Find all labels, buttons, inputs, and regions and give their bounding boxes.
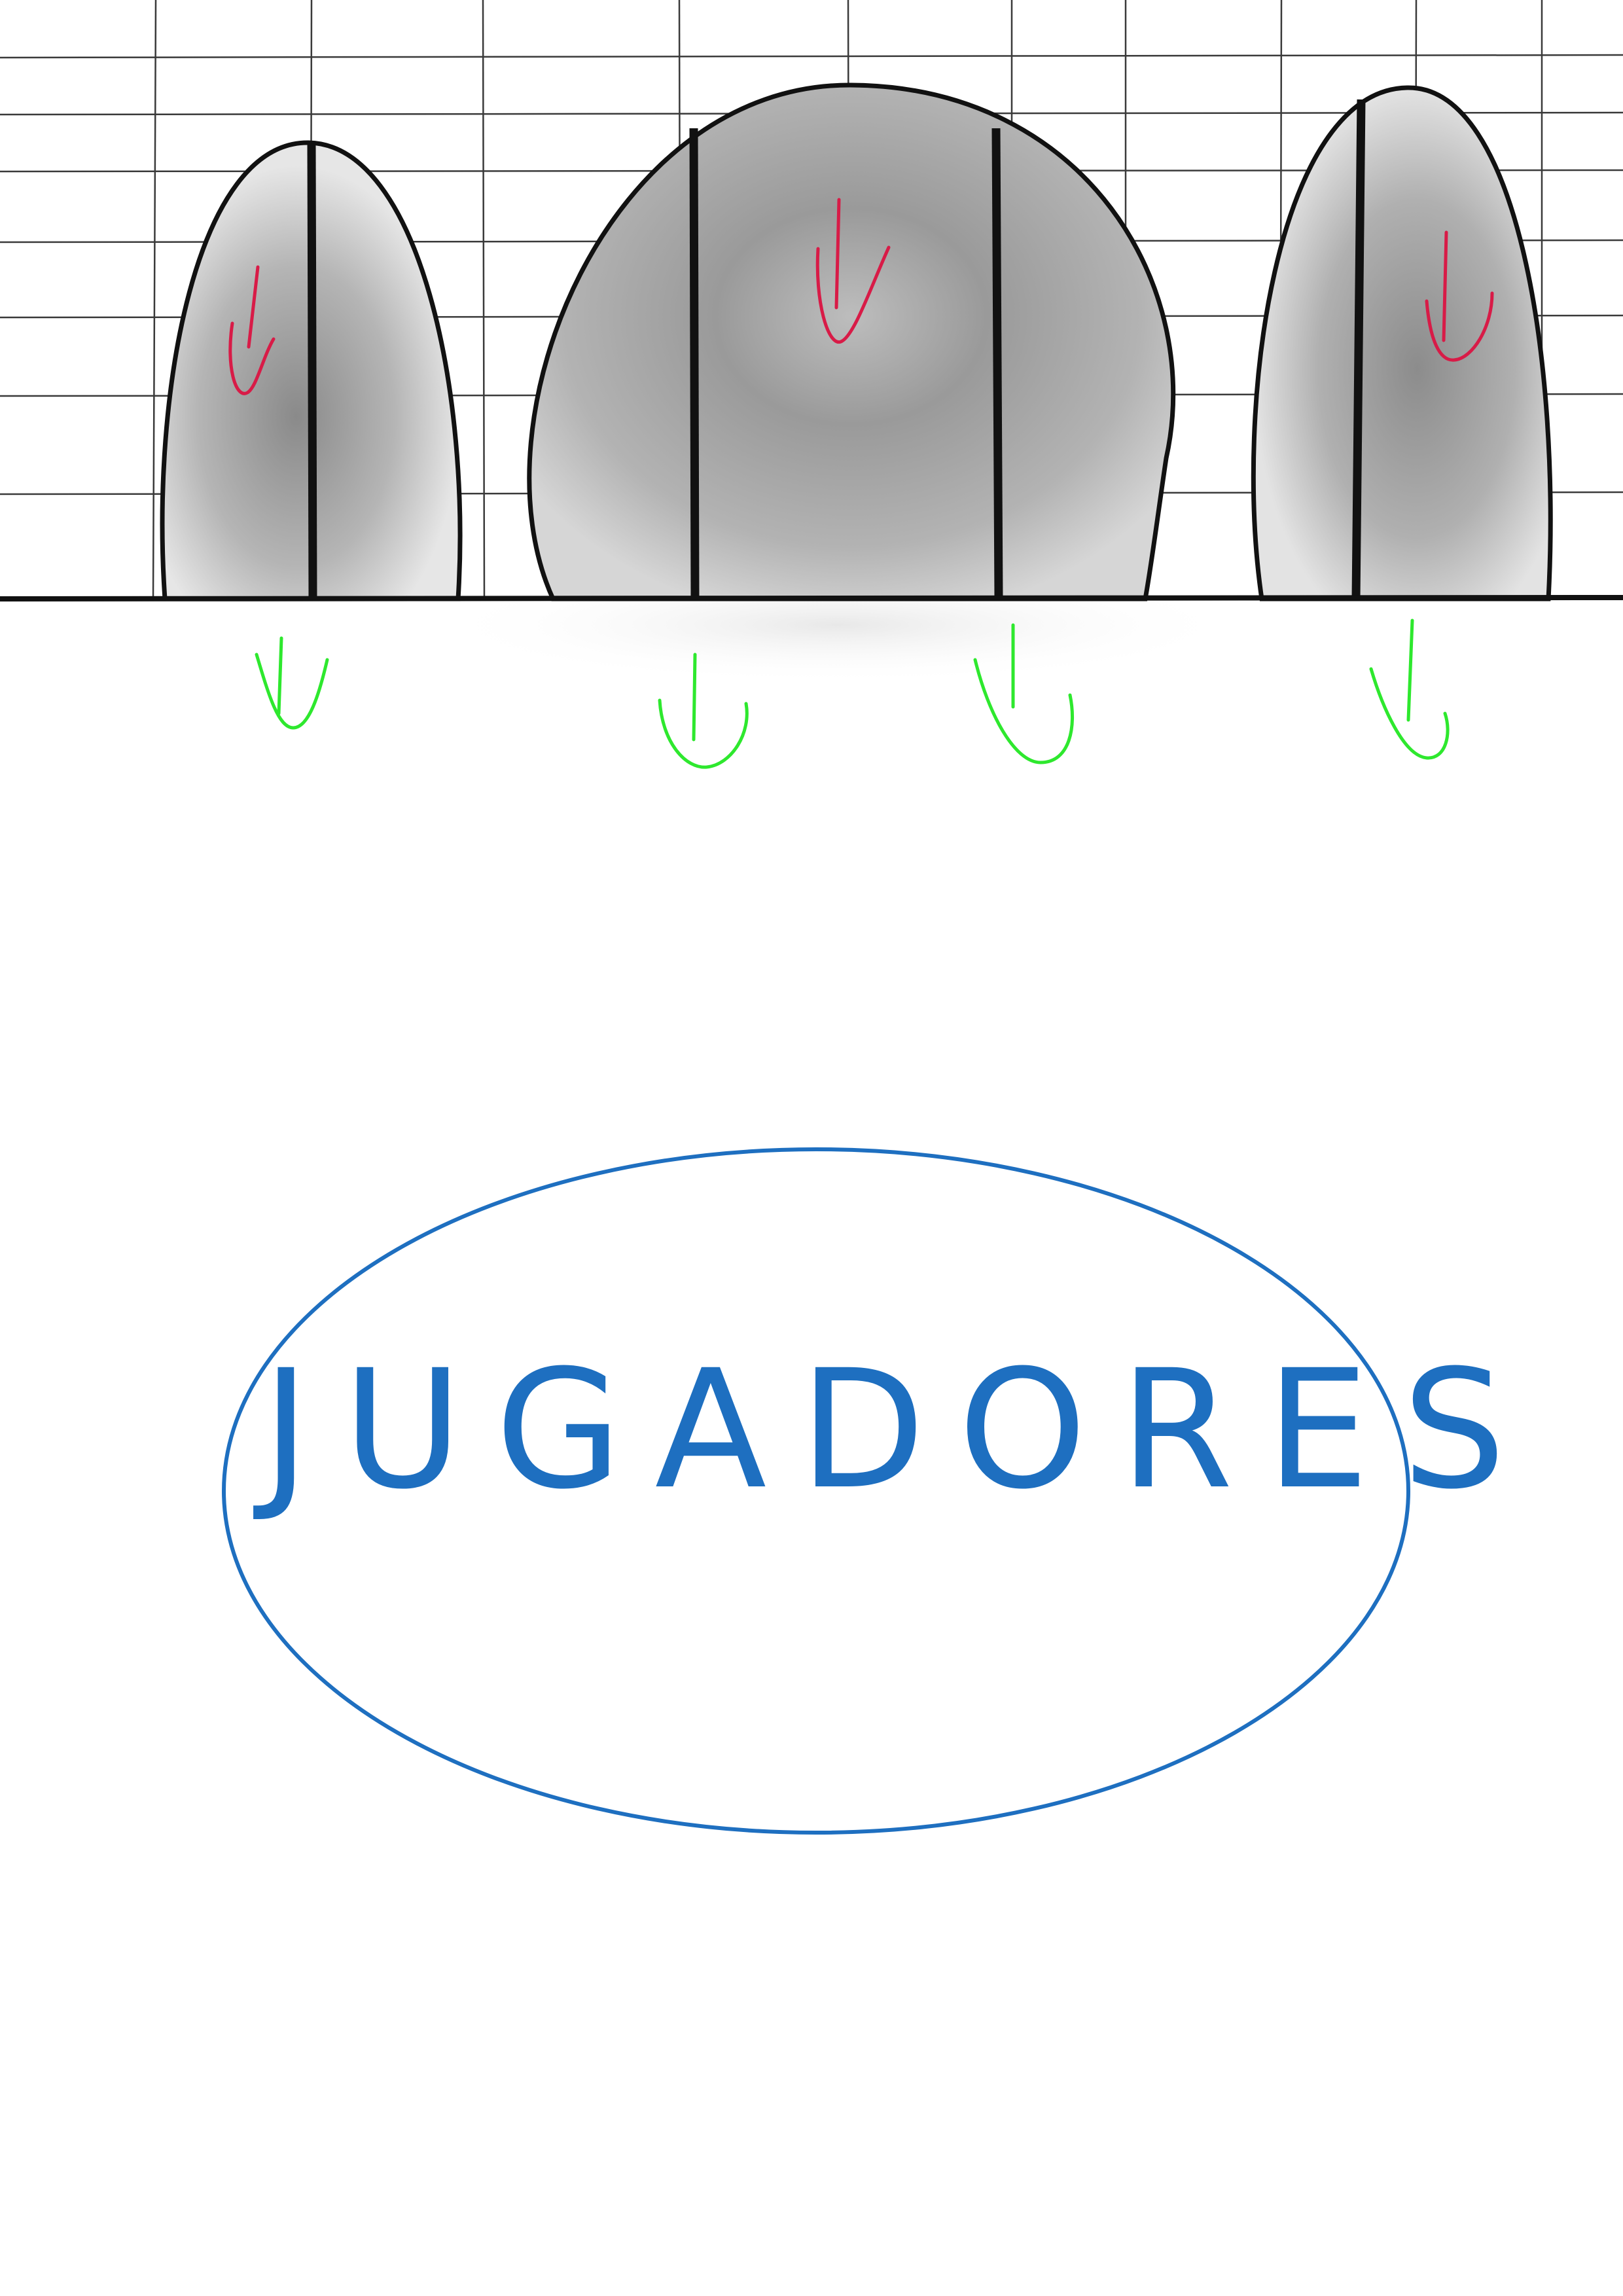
down-arrow-icon [973,623,1075,764]
below-arrows [255,619,1450,769]
dome-left-divider [307,143,317,600]
players-label: JUGADORES [262,1335,1539,1525]
dome-middle-divider-left [689,128,700,600]
players-oval [222,1147,1410,1835]
dome-right-body [1251,85,1553,601]
inside-arrows [228,198,1494,395]
dome-middle [527,82,1176,601]
down-arrow-icon [1425,230,1494,362]
dome-left [160,140,463,601]
dome-middle-divider-right [991,128,1003,600]
dome-middle-body [527,82,1176,601]
down-arrow-icon [1369,619,1450,760]
down-arrow-icon [815,198,891,344]
down-arrow-icon [255,636,329,730]
down-arrow-icon [658,653,749,769]
ground-line [0,595,1623,601]
dome-right-divider [1351,99,1366,600]
down-arrow-icon [228,265,276,395]
dome-right [1251,85,1553,601]
